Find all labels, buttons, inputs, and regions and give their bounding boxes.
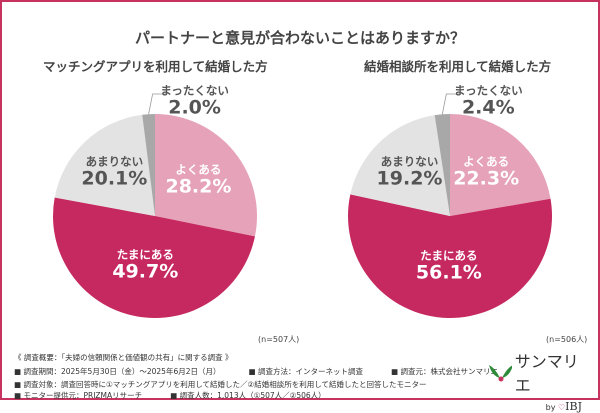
left-chart-title: マッチングアプリを利用して結婚した方 <box>43 59 268 74</box>
pie-charts <box>52 93 552 319</box>
footer-period: ■ 調査期間：2025年5月30日（金）〜2025年6月2日（月） <box>14 367 221 376</box>
slice-label: あまりない 20.1% <box>81 155 147 190</box>
slice-label: まったくない 2.4% <box>454 84 523 119</box>
footer-overview: 《 調査概要：「夫婦の信頼関係と価値観の共有」に関する調査 》 <box>14 353 233 362</box>
right-sample-size: (n=506人) <box>546 335 588 344</box>
footer-row-3: ■ モニター提供元：PRIZMAリサーチ ■ 調査人数：1,013人（①507人／… <box>14 390 354 401</box>
callout-line <box>148 93 167 115</box>
slice-name: たまにある <box>420 248 478 263</box>
slice-value: 19.2% <box>376 167 443 190</box>
footer-method: ■ 調査方法：インターネット調査 <box>248 367 363 376</box>
chart-title: パートナーと意見が合わないことはありますか？ <box>134 29 465 47</box>
slice-name: よくある <box>463 154 510 169</box>
slice-label: あまりない 19.2% <box>377 155 443 190</box>
logo-brand: IBJ <box>565 400 582 413</box>
slice-value: 49.7% <box>112 260 179 283</box>
slice-label: たまにある 56.1% <box>416 249 482 284</box>
pie-slice <box>155 114 257 237</box>
slice-name: あまりない <box>380 154 439 169</box>
slice-name: まったくない <box>454 83 523 98</box>
logo: サンマリエ by ♡IBJ <box>488 348 588 413</box>
heart-icon: ♡ <box>557 403 566 412</box>
pie-slice <box>350 115 450 216</box>
footer-source: ■ 調査元：株式会社サンマリエ <box>391 367 498 376</box>
pie-slice <box>434 114 450 216</box>
slice-name: まったくない <box>160 83 229 98</box>
pie-slice <box>142 114 155 216</box>
slice-name: たまにある <box>116 247 174 262</box>
left-sample-size: (n=507人) <box>258 335 300 344</box>
callout-line <box>441 93 461 115</box>
slice-label: たまにある 49.7% <box>112 247 179 284</box>
footer-provider: ■ モニター提供元：PRIZMAリサーチ <box>14 391 143 400</box>
slice-value: 20.1% <box>81 167 148 190</box>
footer-target: ■ 調査対象：調査回答時に①マッチングアプリを利用して結婚した／②結婚相談所を利… <box>14 380 427 389</box>
slice-value: 22.3% <box>453 167 520 190</box>
slice-label: まったくない 2.0% <box>160 84 229 119</box>
pie-slice <box>54 114 155 216</box>
logo-by: by <box>545 403 556 412</box>
footer-row-1: ■ 調査期間：2025年5月30日（金）〜2025年6月2日（月） ■ 調査方法：… <box>14 366 526 377</box>
right-chart-title: 結婚相談所を利用して結婚した方 <box>364 59 552 74</box>
slice-label: よくある 22.3% <box>453 154 520 191</box>
holly-leaf-icon <box>489 365 512 382</box>
logo-text: サンマリエ <box>514 352 579 395</box>
slice-name: あまりない <box>85 154 144 169</box>
footer-count: ■ 調査人数：1,013人（①507人／②506人） <box>170 391 326 400</box>
pie-slice <box>450 114 551 216</box>
slice-label: よくある 28.2% <box>165 161 232 198</box>
slice-name: よくある <box>175 161 222 176</box>
slice-value: 2.4% <box>461 96 515 119</box>
pie-slice <box>52 197 255 319</box>
slice-value: 28.2% <box>165 175 232 198</box>
slice-value: 2.0% <box>168 96 221 119</box>
slice-value: 56.1% <box>415 261 482 284</box>
pie-slice <box>348 194 552 319</box>
